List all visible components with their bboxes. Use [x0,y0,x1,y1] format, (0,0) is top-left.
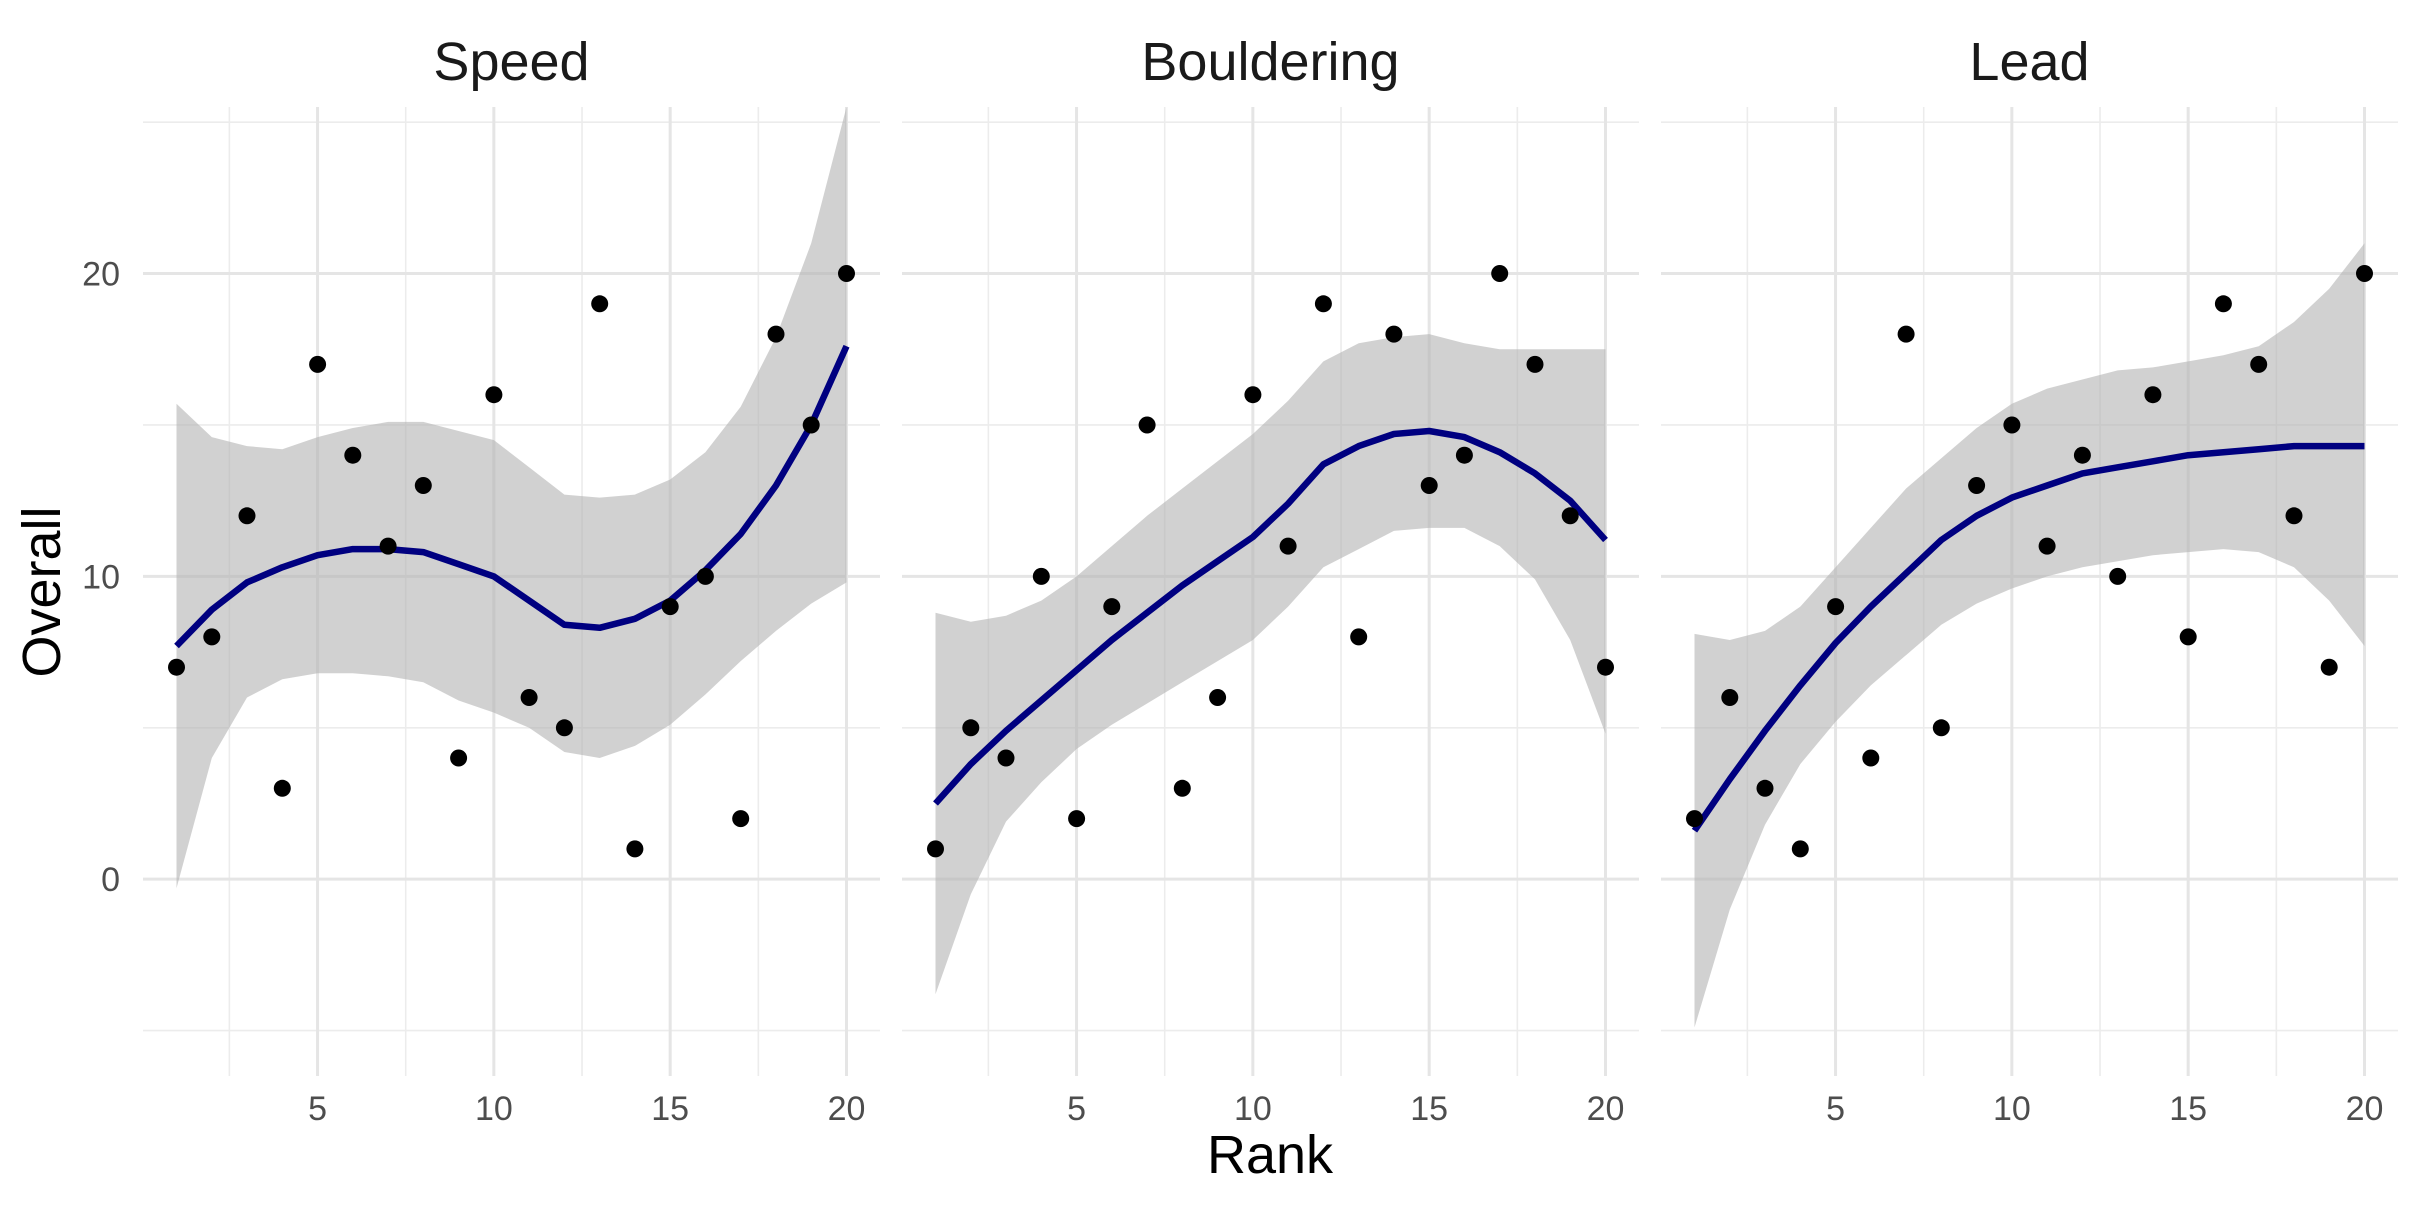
y-tick-label: 20 [82,256,120,294]
x-tick-label: 10 [1993,1090,2031,1128]
facet-lead: Lead 5 10 15 20 [1661,32,2398,1128]
data-point [696,567,714,585]
data-point [2356,265,2373,282]
x-tick-label: 20 [1587,1090,1625,1128]
data-point [802,416,820,434]
y-tick-label: 10 [82,558,120,596]
data-point [2214,295,2232,313]
data-point [2144,386,2162,404]
confidence-band-speed [176,107,847,889]
smooth-line-bouldering [933,427,1608,806]
data-point [520,689,538,706]
x-tick-label: 15 [1410,1090,1448,1128]
smooth-line-speed [174,344,850,649]
data-point [1455,446,1473,464]
data-point [1897,325,1915,343]
y-axis-title: Overall [12,506,72,677]
data-point [485,386,503,404]
data-point [1138,416,1156,434]
data-point [2285,507,2303,525]
data-point [1314,295,1332,313]
x-tick-label: 5 [1826,1090,1845,1128]
data-point [273,779,291,797]
y-tick-label: 0 [101,861,120,899]
x-tick-label: 10 [1234,1090,1272,1128]
x-tick-label: 15 [2169,1090,2207,1128]
data-point [1350,628,1368,646]
data-point [1173,779,1191,797]
data-point [168,658,185,676]
facet-speed: Speed 5 10 15 20 [143,32,880,1128]
data-point [2179,628,2197,646]
data-point [962,719,980,737]
data-point [1862,749,1880,767]
x-tick-label: 5 [1067,1090,1086,1128]
confidence-band-lead [1694,243,2365,1028]
data-point [838,265,855,282]
x-tick-label: 15 [651,1090,689,1128]
x-tick-label: 20 [2346,1090,2384,1128]
data-point [1209,689,1227,706]
data-point [1827,598,1845,616]
data-point [1491,265,1509,282]
data-point [309,355,327,373]
data-point [1385,325,1403,343]
data-point [1721,689,1739,706]
x-tick-label: 10 [475,1090,513,1128]
facet-panels: Speed 5 10 15 20 Bouldering 5 10 15 20 Lead 5 10 15 20… [82,32,2398,1128]
data-point [2038,537,2056,555]
data-point [555,719,573,737]
data-point [2003,416,2021,434]
data-point [661,598,679,616]
data-point [414,477,432,494]
data-point [1791,840,1809,858]
data-point [344,446,362,464]
data-point [591,295,609,313]
facet-label-lead: Lead [1969,32,2089,92]
data-point [1686,810,1703,828]
data-point [997,749,1015,767]
data-point [1279,537,1297,555]
data-point [927,840,944,858]
smooth-line-lead [1691,442,2365,833]
data-point [1526,355,1544,373]
facet-bouldering: Bouldering 5 10 15 20 [902,32,1639,1128]
data-point [1561,507,1579,525]
data-point [1932,719,1950,737]
confidence-band-bouldering [935,334,1606,995]
data-point [2073,446,2091,464]
data-point [1244,386,1262,404]
facet-label-bouldering: Bouldering [1141,32,1399,92]
x-axis-title: Rank [1207,1125,1334,1185]
data-point [2320,658,2338,676]
data-point [1968,477,1986,494]
data-point [1420,477,1438,494]
data-point [238,507,256,525]
data-point [2250,355,2268,373]
data-point [1103,598,1121,616]
data-point [767,325,785,343]
data-point [203,628,221,646]
data-point [379,537,397,555]
data-point [732,810,750,828]
data-point [450,749,468,767]
x-tick-label: 5 [308,1090,327,1128]
data-point [1756,779,1774,797]
y-axis-ticks: 0 10 20 [82,256,120,900]
facet-label-speed: Speed [433,32,589,92]
data-point [1032,567,1050,585]
data-point [1068,810,1086,828]
x-tick-label: 20 [828,1090,866,1128]
data-point [1597,658,1614,676]
data-point [2109,567,2127,585]
data-point [626,840,644,858]
